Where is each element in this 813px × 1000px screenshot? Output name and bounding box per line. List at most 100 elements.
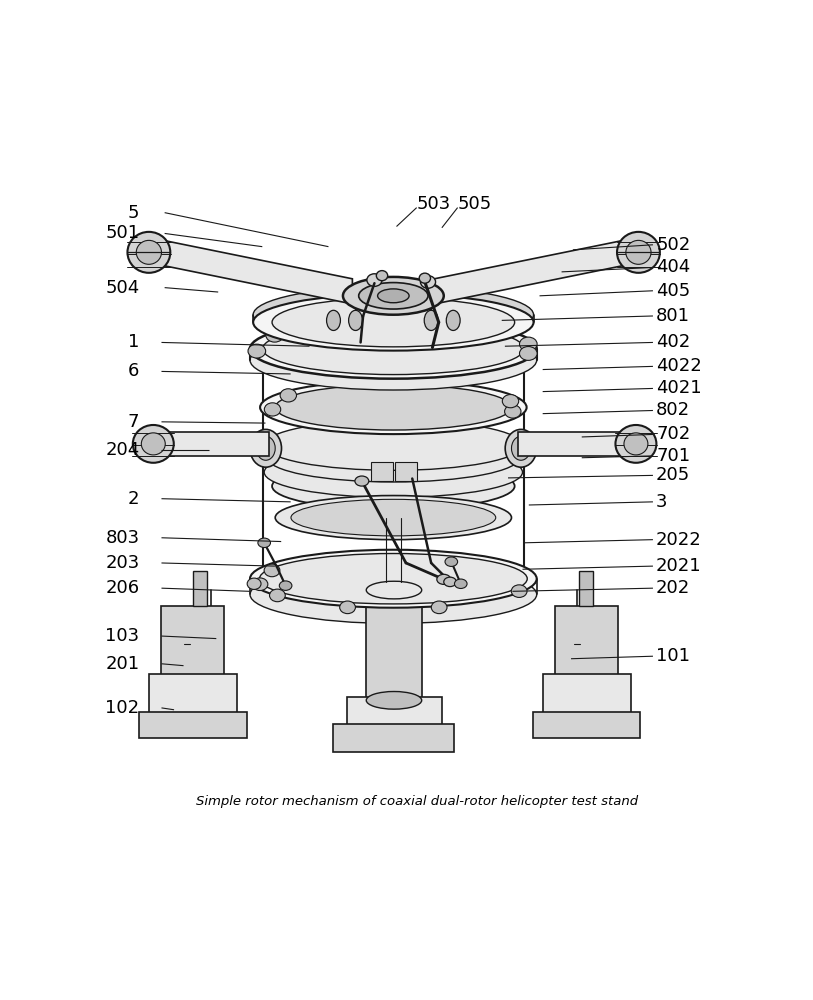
Text: Simple rotor mechanism of coaxial dual-rotor helicopter test stand: Simple rotor mechanism of coaxial dual-r… (196, 795, 637, 808)
Text: 2022: 2022 (656, 531, 702, 549)
Ellipse shape (264, 420, 523, 470)
Ellipse shape (431, 601, 447, 614)
Ellipse shape (253, 294, 533, 351)
Ellipse shape (270, 589, 285, 602)
Ellipse shape (256, 436, 276, 460)
Text: 1: 1 (128, 333, 140, 351)
Ellipse shape (327, 310, 341, 330)
Bar (333, 724, 454, 752)
Ellipse shape (502, 395, 519, 408)
Ellipse shape (250, 330, 537, 390)
Text: 201: 201 (106, 655, 140, 673)
Ellipse shape (260, 381, 527, 434)
Text: 802: 802 (656, 401, 690, 419)
Bar (533, 712, 641, 738)
Ellipse shape (444, 577, 456, 587)
Polygon shape (434, 240, 624, 304)
Text: 404: 404 (656, 258, 690, 276)
Ellipse shape (272, 462, 515, 510)
Ellipse shape (267, 433, 520, 482)
Text: 103: 103 (106, 627, 140, 645)
Ellipse shape (264, 564, 280, 577)
Ellipse shape (505, 405, 521, 418)
Text: 202: 202 (656, 579, 690, 597)
Text: 2021: 2021 (656, 557, 702, 575)
Ellipse shape (291, 499, 496, 536)
Bar (347, 697, 442, 727)
Ellipse shape (280, 389, 297, 402)
Text: 803: 803 (106, 529, 140, 547)
Ellipse shape (615, 425, 656, 463)
Bar (543, 674, 631, 713)
Bar (555, 606, 619, 675)
Text: 102: 102 (106, 699, 140, 717)
Text: 2: 2 (128, 490, 140, 508)
Ellipse shape (420, 276, 436, 288)
Polygon shape (165, 432, 269, 456)
Ellipse shape (248, 344, 266, 358)
Ellipse shape (520, 337, 537, 351)
Bar (193, 571, 207, 606)
Text: 402: 402 (656, 333, 690, 351)
Text: 504: 504 (105, 279, 140, 297)
Bar (366, 590, 422, 700)
Polygon shape (163, 240, 352, 304)
Ellipse shape (376, 271, 388, 281)
Ellipse shape (250, 319, 537, 379)
Bar (372, 462, 393, 481)
Bar (579, 571, 593, 606)
Text: 206: 206 (106, 579, 140, 597)
Bar (140, 712, 246, 738)
Ellipse shape (247, 578, 261, 589)
Bar (388, 562, 402, 590)
Ellipse shape (505, 429, 537, 467)
Ellipse shape (511, 436, 530, 460)
Polygon shape (518, 432, 624, 456)
Ellipse shape (366, 692, 422, 709)
Ellipse shape (263, 323, 524, 375)
Text: 101: 101 (656, 647, 690, 665)
Bar (149, 674, 237, 713)
Ellipse shape (617, 232, 660, 273)
Ellipse shape (624, 433, 648, 455)
Text: 204: 204 (105, 441, 140, 459)
Ellipse shape (437, 574, 450, 584)
Ellipse shape (259, 554, 528, 604)
Text: 7: 7 (128, 413, 140, 431)
Bar (394, 462, 417, 481)
Ellipse shape (264, 403, 280, 416)
Text: 502: 502 (656, 236, 690, 254)
Ellipse shape (359, 283, 428, 309)
Ellipse shape (280, 581, 292, 590)
Ellipse shape (420, 273, 431, 283)
Ellipse shape (252, 578, 267, 591)
Text: 4022: 4022 (656, 357, 702, 375)
Text: 505: 505 (458, 195, 492, 213)
Ellipse shape (266, 328, 284, 342)
Text: 4021: 4021 (656, 379, 702, 397)
Text: 503: 503 (417, 195, 451, 213)
Text: 205: 205 (656, 466, 690, 484)
Text: 501: 501 (106, 224, 140, 242)
Ellipse shape (250, 429, 281, 467)
Ellipse shape (272, 298, 515, 347)
Text: 405: 405 (656, 282, 690, 300)
Ellipse shape (511, 585, 527, 597)
Ellipse shape (128, 232, 170, 273)
Ellipse shape (366, 581, 422, 599)
Text: 203: 203 (105, 554, 140, 572)
Ellipse shape (137, 240, 162, 264)
Ellipse shape (276, 385, 511, 430)
Ellipse shape (133, 425, 174, 463)
Ellipse shape (445, 557, 458, 566)
Bar (162, 606, 224, 675)
Ellipse shape (446, 310, 460, 330)
Text: 701: 701 (656, 447, 690, 465)
Text: 801: 801 (656, 307, 690, 325)
Ellipse shape (141, 433, 165, 455)
Text: 702: 702 (656, 425, 690, 443)
Ellipse shape (626, 240, 651, 264)
Ellipse shape (367, 274, 382, 286)
Ellipse shape (250, 550, 537, 608)
Ellipse shape (250, 565, 537, 623)
